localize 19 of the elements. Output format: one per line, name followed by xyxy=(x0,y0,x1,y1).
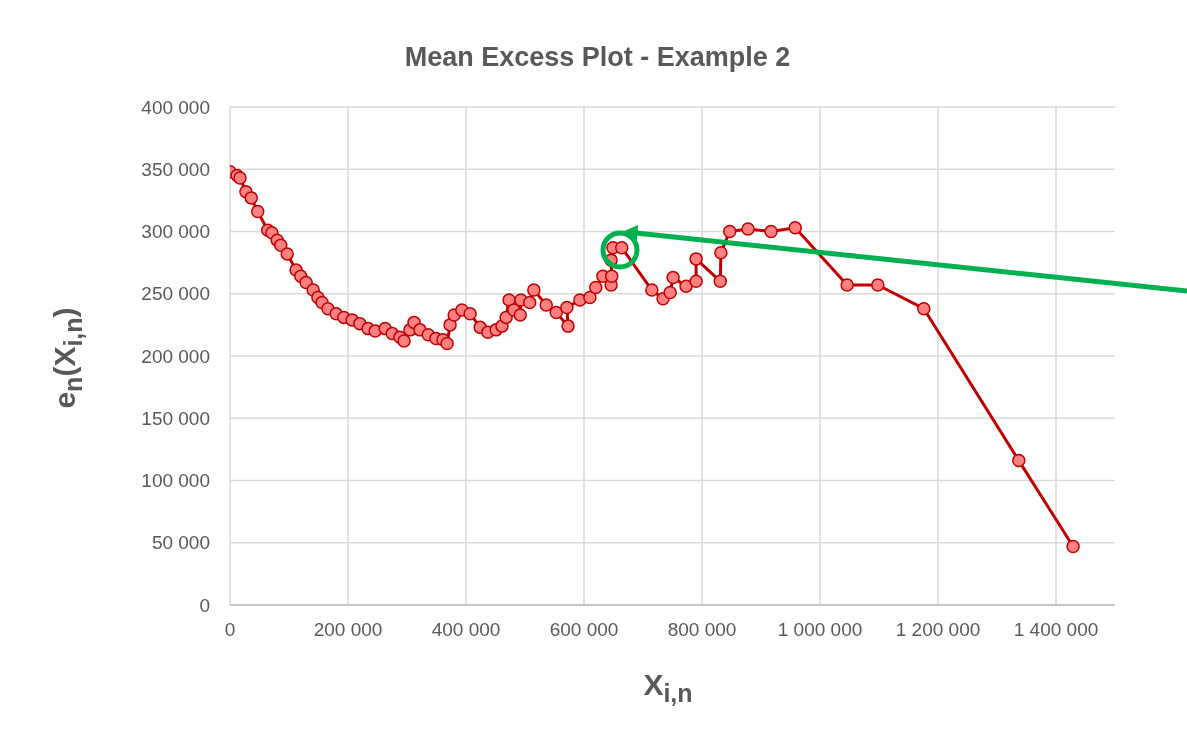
y-tick-label: 200 000 xyxy=(141,345,210,367)
x-tick-label: 800 000 xyxy=(667,619,737,641)
y-tick-label: 400 000 xyxy=(141,96,210,118)
x-axis-title: X$_{i,n}$ xyxy=(642,668,694,708)
chart-title: Mean Excess Plot - Example 2 xyxy=(403,42,792,73)
x-tick-label: 0 xyxy=(224,619,236,641)
y-tick-label: 50 000 xyxy=(151,532,210,554)
y-tick-label: 250 000 xyxy=(141,283,210,305)
y-tick-label: 100 000 xyxy=(141,470,210,492)
x-tick-label: 400 000 xyxy=(431,619,501,641)
x-tick-label: 600 000 xyxy=(549,619,619,641)
x-tick-label: 1 400 000 xyxy=(1013,619,1099,641)
x-tick-label: 1 200 000 xyxy=(895,619,981,641)
y-tick-label: 150 000 xyxy=(141,407,210,429)
y-tick-label: 300 000 xyxy=(141,221,210,243)
y-tick-label: 0 xyxy=(199,594,210,616)
y-tick-label: 350 000 xyxy=(141,158,210,180)
x-tick-label: 1 000 000 xyxy=(777,619,863,641)
x-tick-label: 200 000 xyxy=(313,619,383,641)
